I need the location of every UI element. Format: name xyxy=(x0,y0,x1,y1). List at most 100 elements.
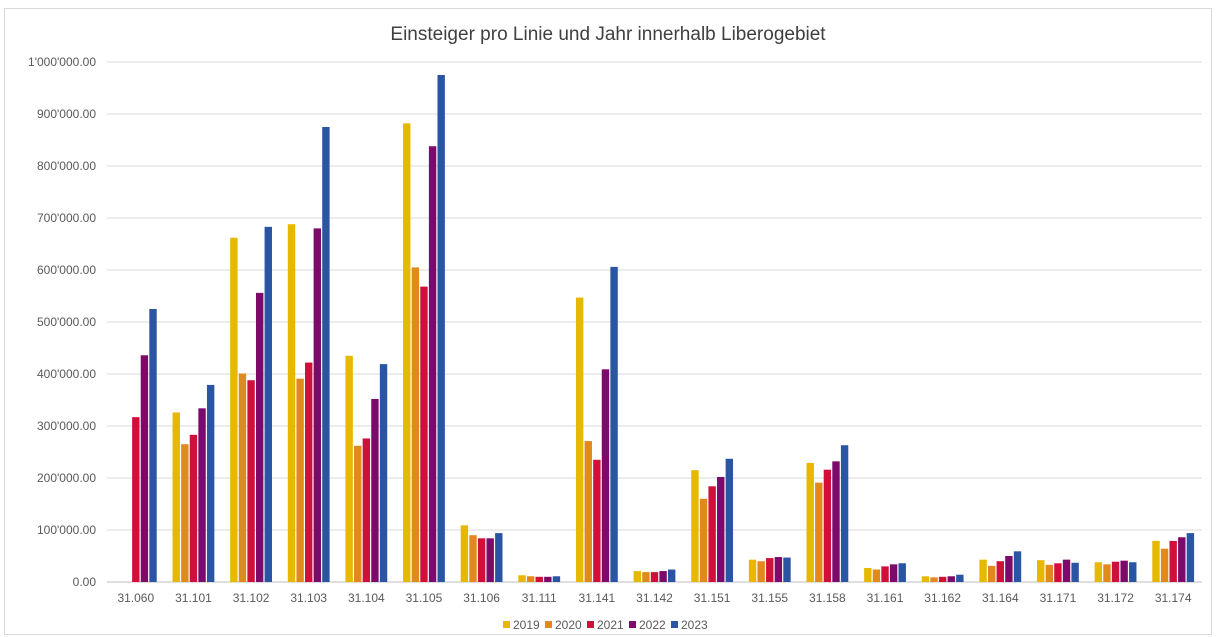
bar-2019-31.106 xyxy=(460,525,469,582)
bar-2022-31.106 xyxy=(486,538,494,582)
bar-2019-31.102 xyxy=(230,237,238,582)
bar-2019-31.101 xyxy=(172,412,180,582)
bar-2023-31.060 xyxy=(149,309,157,582)
x-tick-label: 31.106 xyxy=(463,591,500,605)
bar-2019-31.161 xyxy=(864,567,872,582)
y-tick-label: 0.00 xyxy=(73,575,97,589)
bar-2019-31.111 xyxy=(518,575,526,582)
x-tick-label: 31.060 xyxy=(117,591,154,605)
bar-2022-31.142 xyxy=(659,571,667,582)
bar-2019-31.141 xyxy=(575,297,584,582)
bar-2021-31.172 xyxy=(1111,561,1120,582)
legend-label: 2022 xyxy=(639,618,666,632)
bar-2022-31.060 xyxy=(140,355,149,582)
bar-2023-31.172 xyxy=(1129,562,1137,582)
bar-2019-31.155 xyxy=(748,559,757,582)
bar-2020-31.158 xyxy=(815,482,823,582)
bar-2020-31.162 xyxy=(930,577,938,582)
bar-2022-31.164 xyxy=(1005,556,1013,582)
legend-label: 2019 xyxy=(513,618,540,632)
bar-2020-31.105 xyxy=(411,267,420,582)
x-tick-label: 31.101 xyxy=(175,591,212,605)
y-tick-label: 200'000.00 xyxy=(37,471,96,485)
y-tick-label: 900'000.00 xyxy=(37,107,96,121)
bar-2023-31.101 xyxy=(206,384,215,582)
bar-2020-31.171 xyxy=(1045,564,1054,582)
bar-2023-31.151 xyxy=(725,458,734,582)
bar-2023-31.164 xyxy=(1013,551,1022,582)
bar-2023-31.111 xyxy=(552,576,561,582)
bar-2022-31.158 xyxy=(832,461,840,582)
bar-2021-31.171 xyxy=(1054,563,1062,582)
x-tick-label: 31.111 xyxy=(522,591,557,605)
y-tick-label: 1'000'000.00 xyxy=(28,55,96,69)
x-tick-label: 31.161 xyxy=(867,591,904,605)
bar-2019-31.105 xyxy=(403,123,411,583)
bar-2020-31.164 xyxy=(987,565,996,582)
bar-2021-31.161 xyxy=(881,566,889,582)
bar-2020-31.104 xyxy=(354,445,362,582)
bar-2021-31.111 xyxy=(535,576,543,582)
y-tick-label: 300'000.00 xyxy=(37,419,96,433)
bar-2020-31.102 xyxy=(238,373,247,582)
bar-2023-31.105 xyxy=(437,75,445,582)
bar-2020-31.111 xyxy=(526,576,535,582)
bar-2022-31.104 xyxy=(371,398,379,582)
y-tick-label: 100'000.00 xyxy=(37,523,96,537)
bar-2020-31.155 xyxy=(757,561,765,582)
bar-2021-31.060 xyxy=(132,417,140,582)
x-tick-label: 31.174 xyxy=(1155,591,1192,605)
bar-2023-31.158 xyxy=(840,445,849,582)
bar-2022-31.105 xyxy=(428,146,437,583)
bar-2020-31.142 xyxy=(642,572,650,582)
bar-2022-31.151 xyxy=(717,476,725,582)
bar-2019-31.104 xyxy=(345,355,353,582)
bar-2020-31.106 xyxy=(469,535,477,582)
bar-2021-31.155 xyxy=(766,558,774,582)
bar-2020-31.141 xyxy=(584,441,592,582)
bar-2023-31.162 xyxy=(956,574,964,582)
x-tick-label: 31.102 xyxy=(233,591,270,605)
bar-2020-31.172 xyxy=(1103,564,1111,582)
x-tick-label: 31.172 xyxy=(1097,591,1134,605)
bar-2020-31.161 xyxy=(872,569,881,582)
legend-swatch-2023 xyxy=(671,621,678,628)
y-tick-label: 400'000.00 xyxy=(37,367,96,381)
bar-2023-31.161 xyxy=(898,563,906,582)
bar-2021-31.105 xyxy=(420,286,428,582)
bar-2021-31.158 xyxy=(823,469,832,582)
y-tick-label: 500'000.00 xyxy=(37,315,96,329)
legend-label: 2020 xyxy=(555,618,582,632)
bar-2021-31.102 xyxy=(247,380,255,582)
bar-2019-31.103 xyxy=(287,224,296,583)
legend-swatch-2021 xyxy=(587,621,594,628)
bar-2022-31.172 xyxy=(1120,560,1128,582)
bar-2022-31.161 xyxy=(889,564,898,582)
chart-frame xyxy=(4,8,1212,635)
bar-2022-31.103 xyxy=(313,228,322,582)
bar-2023-31.104 xyxy=(379,364,388,582)
bar-2021-31.151 xyxy=(708,486,716,582)
bar-2021-31.162 xyxy=(938,576,947,582)
bar-2019-31.172 xyxy=(1094,562,1103,582)
y-tick-label: 600'000.00 xyxy=(37,263,96,277)
y-axis: 0.00 100'000.00 200'000.00 300'000.00 400'00… xyxy=(28,55,96,589)
bar-2022-31.111 xyxy=(544,576,552,582)
legend-swatch-2022 xyxy=(629,621,636,628)
legend-label: 2021 xyxy=(597,618,624,632)
x-tick-label: 31.142 xyxy=(636,591,673,605)
x-tick-label: 31.151 xyxy=(694,591,731,605)
bar-2019-31.142 xyxy=(633,571,641,582)
bar-2022-31.162 xyxy=(947,576,955,582)
bar-2021-31.104 xyxy=(362,438,371,582)
bar-2021-31.142 xyxy=(650,572,659,582)
legend-swatch-2020 xyxy=(545,621,552,628)
bar-2022-31.102 xyxy=(255,292,264,582)
bar-2020-31.103 xyxy=(296,378,304,582)
x-tick-label: 31.171 xyxy=(1040,591,1077,605)
bar-2023-31.102 xyxy=(264,226,272,582)
y-tick-label: 700'000.00 xyxy=(37,211,96,225)
bar-2020-31.174 xyxy=(1160,548,1169,582)
x-tick-label: 31.141 xyxy=(579,591,616,605)
